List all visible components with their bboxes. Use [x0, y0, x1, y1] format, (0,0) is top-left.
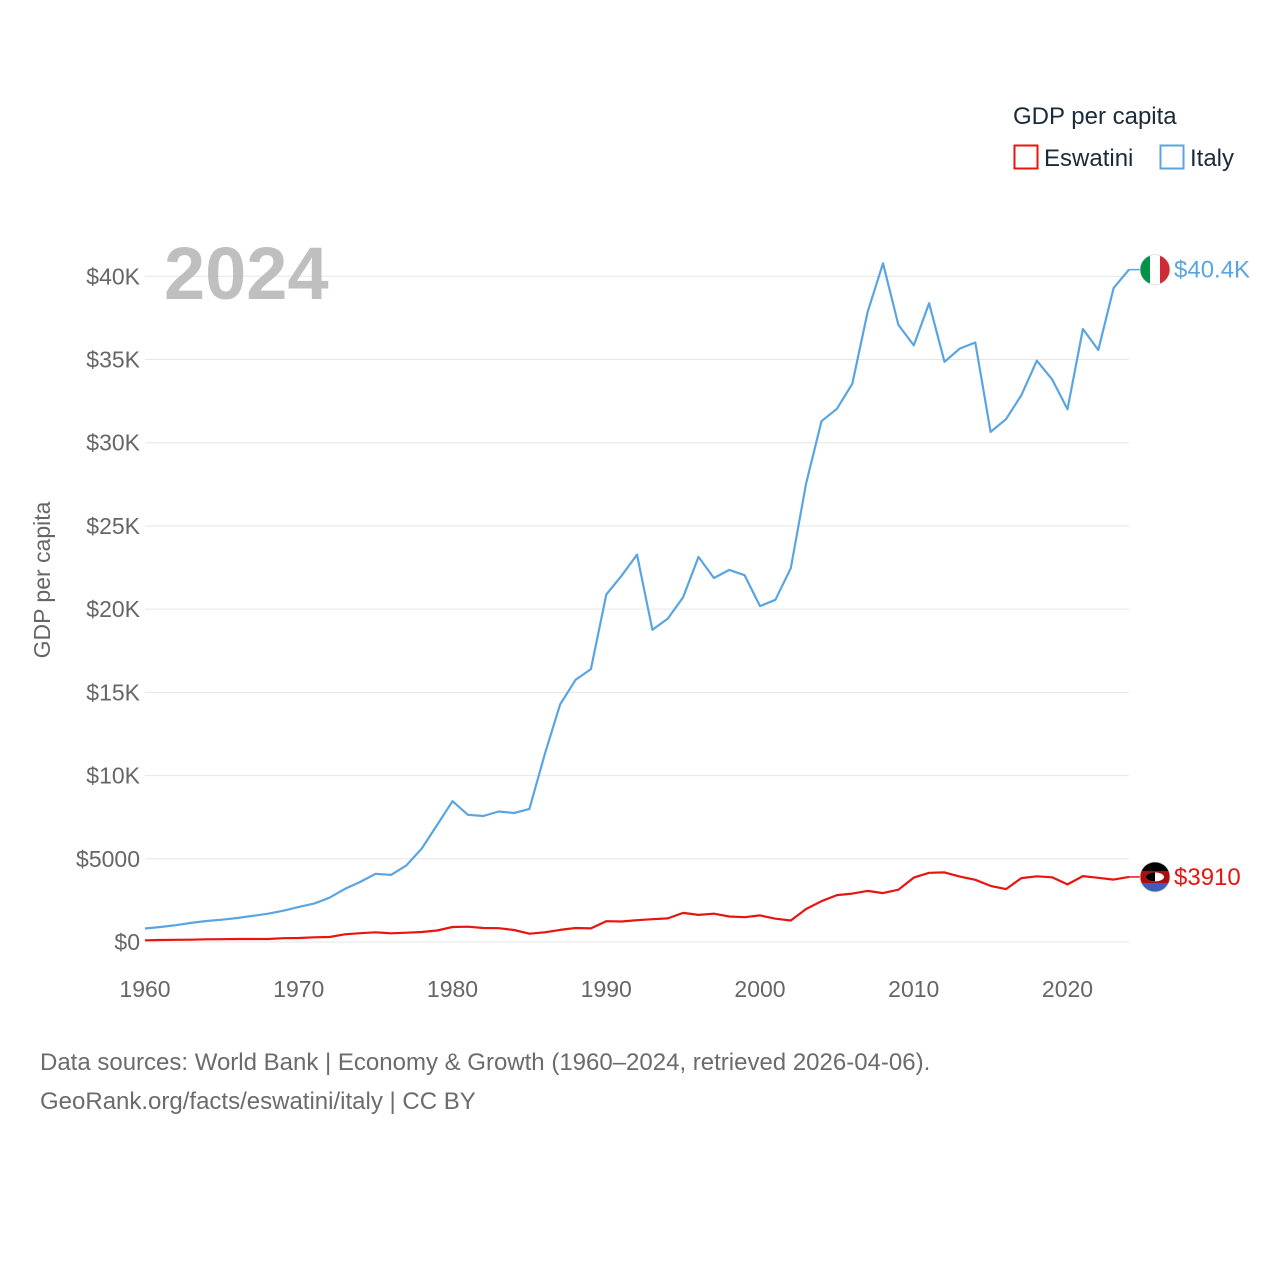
- x-tick-label: 2020: [1042, 976, 1093, 1002]
- legend-swatch-eswatini: [1013, 144, 1039, 170]
- url-license-line: GeoRank.org/facts/eswatini/italy | CC BY: [40, 1088, 476, 1115]
- eswatini-flag-icon: [1139, 861, 1171, 893]
- data-source-footer: Data sources: World Bank | Economy & Gro…: [40, 1043, 930, 1121]
- series-line-italy: [144, 262, 1130, 930]
- x-tick-label: 1990: [581, 976, 632, 1002]
- y-tick-label: $5000: [76, 846, 140, 872]
- legend-label-eswatini: Eswatini: [1044, 145, 1133, 172]
- y-tick-label: $0: [114, 929, 140, 955]
- y-tick-label: $15K: [86, 679, 140, 705]
- y-tick-label: $40K: [86, 263, 140, 289]
- end-value-label-italy: $40.4K: [1174, 257, 1250, 284]
- y-tick-label: $10K: [86, 763, 140, 789]
- italy-flag-icon: [1139, 254, 1171, 286]
- y-tick-label: $30K: [86, 430, 140, 456]
- year-label: 2024: [164, 232, 329, 315]
- grid-lines: [145, 275, 1129, 943]
- source-line: Data sources: World Bank | Economy & Gro…: [40, 1049, 931, 1076]
- x-tick-label: 2010: [888, 976, 939, 1002]
- y-axis-ticks: $0 $5000 $10K $15K $20K $25K $30K $35K $40K: [76, 263, 141, 955]
- legend-title: GDP per capita: [1013, 103, 1177, 130]
- y-tick-label: $35K: [86, 347, 140, 373]
- x-tick-label: 1960: [119, 976, 170, 1002]
- series-line-eswatini: [144, 871, 1130, 942]
- x-tick-label: 1980: [427, 976, 478, 1002]
- legend-swatch-italy: [1159, 144, 1185, 170]
- series-lines: [144, 262, 1130, 942]
- legend: GDP per capita Eswatini Italy: [1013, 103, 1234, 172]
- end-value-label-eswatini: $3910: [1174, 864, 1241, 891]
- y-tick-label: $25K: [86, 513, 140, 539]
- y-tick-label: $20K: [86, 596, 140, 622]
- y-axis-label: GDP per capita: [29, 501, 55, 658]
- line-chart: $0 $5000 $10K $15K $20K $25K $30K $35K $40K 1960…: [29, 103, 1250, 1002]
- x-tick-label: 2000: [734, 976, 785, 1002]
- series-end-markers: $3910 $40.4K: [1129, 254, 1250, 893]
- legend-label-italy: Italy: [1190, 145, 1234, 172]
- x-axis-ticks: 1960 1970 1980 1990 2000 2010 2020: [119, 976, 1093, 1002]
- x-tick-label: 1970: [273, 976, 324, 1002]
